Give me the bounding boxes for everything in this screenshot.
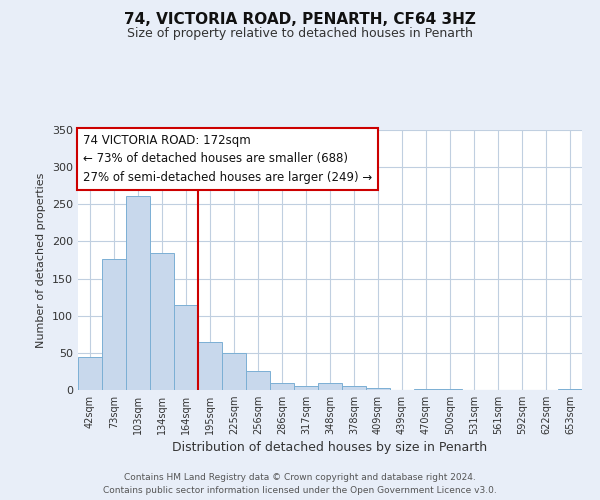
Bar xyxy=(78,356,102,390)
Bar xyxy=(246,372,270,390)
Bar xyxy=(126,196,150,390)
Bar xyxy=(294,386,318,390)
Bar xyxy=(270,384,294,390)
Text: 74 VICTORIA ROAD: 172sqm
← 73% of detached houses are smaller (688)
27% of semi-: 74 VICTORIA ROAD: 172sqm ← 73% of detach… xyxy=(83,134,372,184)
Text: 74, VICTORIA ROAD, PENARTH, CF64 3HZ: 74, VICTORIA ROAD, PENARTH, CF64 3HZ xyxy=(124,12,476,28)
Bar xyxy=(222,353,246,390)
Bar xyxy=(150,254,174,390)
Bar xyxy=(366,388,390,390)
Bar xyxy=(342,386,366,390)
Bar xyxy=(174,306,198,390)
Text: Contains public sector information licensed under the Open Government Licence v3: Contains public sector information licen… xyxy=(103,486,497,495)
Bar xyxy=(198,342,222,390)
Text: Size of property relative to detached houses in Penarth: Size of property relative to detached ho… xyxy=(127,28,473,40)
Bar xyxy=(102,260,126,390)
Y-axis label: Number of detached properties: Number of detached properties xyxy=(37,172,46,348)
X-axis label: Distribution of detached houses by size in Penarth: Distribution of detached houses by size … xyxy=(172,442,488,454)
Bar xyxy=(318,384,342,390)
Text: Contains HM Land Registry data © Crown copyright and database right 2024.: Contains HM Land Registry data © Crown c… xyxy=(124,474,476,482)
Bar xyxy=(558,388,582,390)
